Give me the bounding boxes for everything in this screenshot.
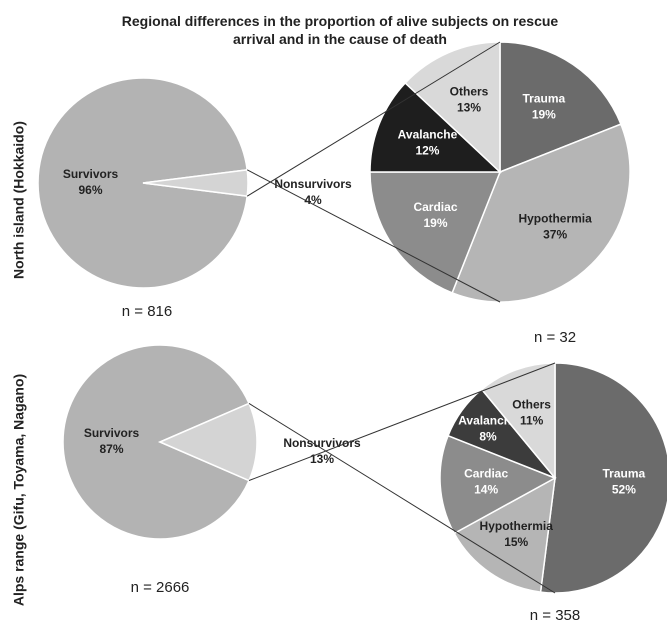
slice-label: Others — [512, 397, 551, 411]
n-label: n = 32 — [534, 329, 576, 346]
connector — [248, 403, 556, 594]
slice-label: Others — [450, 85, 489, 99]
slice-value: 19% — [532, 108, 556, 122]
pie-slice — [453, 476, 556, 593]
slice-label: Avalanche — [398, 127, 458, 141]
pie-slice — [404, 41, 501, 174]
connector — [246, 169, 501, 303]
pie-slice — [37, 77, 249, 289]
slice-value: 14% — [474, 483, 498, 497]
slice-value: 4% — [304, 193, 322, 207]
slice-label: Hypothermia — [518, 211, 592, 225]
slice-value: 8% — [479, 430, 497, 444]
chart-title: Regional differences in the proportion o… — [121, 13, 559, 47]
pie-slice — [62, 344, 251, 540]
slice-label: Hypothermia — [480, 519, 554, 533]
pie-slice — [539, 362, 667, 594]
pie-slice — [158, 402, 258, 482]
slice-value: 11% — [520, 413, 544, 427]
slice-value: 96% — [78, 183, 102, 197]
connector — [246, 41, 501, 197]
n-label: n = 2666 — [131, 579, 190, 596]
slice-value: 87% — [99, 442, 123, 456]
slice-value: 13% — [310, 452, 334, 466]
slice-value: 15% — [504, 535, 528, 549]
slice-value: 13% — [457, 101, 481, 115]
slice-label: Trauma — [522, 92, 565, 106]
slice-label: Trauma — [603, 467, 646, 481]
slice-label: Nonsurvivors — [274, 177, 352, 191]
slice-label: Survivors — [84, 426, 140, 440]
pie-slice — [499, 41, 622, 174]
connector — [248, 362, 556, 481]
pie-slice — [369, 81, 502, 173]
slice-label: Cardiac — [413, 200, 457, 214]
slice-value: 37% — [543, 227, 567, 241]
slice-label: Nonsurvivors — [283, 436, 361, 450]
pie-slice — [369, 171, 502, 294]
n-label: n = 816 — [122, 303, 172, 320]
slice-label: Avalanche — [458, 414, 518, 428]
slice-value: 12% — [415, 143, 439, 157]
row-label: Alps range (Gifu, Toyama, Nagano) — [11, 374, 27, 606]
pie-slice — [439, 434, 557, 535]
slice-label: Cardiac — [464, 467, 508, 481]
slice-value: 52% — [612, 483, 636, 497]
slice-label: Survivors — [63, 167, 119, 181]
slice-value: 19% — [423, 216, 447, 230]
n-label: n = 358 — [530, 607, 580, 624]
pie-slice — [451, 123, 631, 303]
row-label: North island (Hokkaido) — [11, 121, 27, 279]
